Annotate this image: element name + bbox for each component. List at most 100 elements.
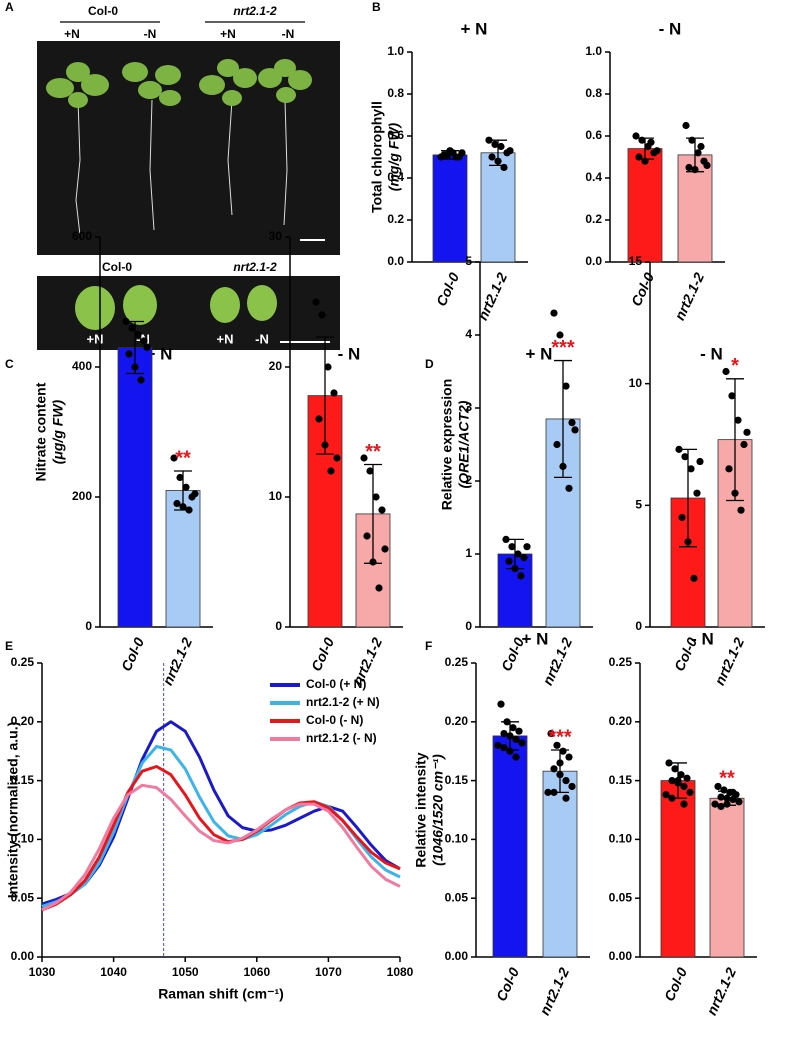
data-point <box>678 513 686 522</box>
data-point <box>191 490 199 498</box>
x-axis-label: Raman shift (cm⁻¹) <box>158 986 284 1002</box>
y-tick-label: 0.10 <box>11 832 35 846</box>
y-axis-label: (1046/1520 cm⁻¹) <box>430 754 446 866</box>
x-tick-label: Col-0 <box>118 635 147 674</box>
y-tick-label: 0.20 <box>445 714 469 728</box>
data-point <box>550 309 558 317</box>
data-point <box>506 147 514 155</box>
legend-label: nrt2.1-2 (+ N) <box>306 695 380 709</box>
y-tick-label: 20 <box>269 359 283 373</box>
data-point <box>517 572 525 580</box>
y-tick-label: 0.05 <box>11 890 35 904</box>
significance: *** <box>548 726 572 748</box>
data-point <box>333 454 341 462</box>
y-tick-label: 10 <box>629 376 643 390</box>
data-point <box>677 771 685 779</box>
y-tick-label: 0.4 <box>585 170 602 184</box>
data-point <box>523 543 531 551</box>
condition-label: +N <box>220 27 236 41</box>
data-point <box>360 454 368 462</box>
y-tick-label: 0.10 <box>445 832 469 846</box>
data-point <box>500 729 508 738</box>
chart-title: - N <box>659 19 682 38</box>
x-tick-label: 1060 <box>243 965 270 979</box>
genotype-label: Col-0 <box>88 4 118 18</box>
chart-title: - N <box>700 344 723 363</box>
y-tick-label: 5 <box>465 254 472 268</box>
error-bar <box>316 336 334 455</box>
chart-title: + N <box>461 19 488 38</box>
y-tick-label: 0.6 <box>387 128 404 142</box>
data-point <box>694 149 702 157</box>
data-point <box>728 392 736 400</box>
data-point <box>509 724 517 732</box>
x-tick-label: Col-0 <box>661 965 690 1004</box>
bar <box>660 780 696 958</box>
y-tick-label: 0 <box>465 619 472 633</box>
y-tick-label: 200 <box>72 489 92 503</box>
data-point <box>512 735 520 744</box>
panel-letter: C <box>5 357 14 371</box>
data-point <box>737 506 745 514</box>
chart-title: - N <box>691 629 714 648</box>
error-bar <box>506 538 524 570</box>
legend-label: Col-0 (+ N) <box>306 677 366 691</box>
condition-label: -N <box>282 27 295 41</box>
y-tick-label: 0.15 <box>11 773 35 787</box>
condition-label: +N <box>87 331 104 346</box>
data-point <box>717 793 725 801</box>
data-point <box>515 727 523 735</box>
data-point <box>571 426 579 434</box>
error-bar <box>726 378 744 502</box>
data-point <box>680 782 688 791</box>
data-point <box>697 142 705 151</box>
y-tick-label: 0 <box>85 619 92 633</box>
error-bar <box>669 762 687 799</box>
y-tick-label: 30 <box>269 229 283 243</box>
y-tick-label: 1 <box>465 546 472 560</box>
rosettes <box>46 59 312 108</box>
panel-letter: D <box>425 357 434 371</box>
data-point <box>683 774 691 782</box>
chart-title: - N <box>338 344 361 363</box>
data-point <box>729 795 737 804</box>
data-point <box>520 554 528 562</box>
x-tick-label: Col-0 <box>433 270 462 309</box>
x-tick-label: nrt2.1-2 <box>703 965 739 1018</box>
data-point <box>668 777 676 785</box>
x-tick-label: Col-0 <box>493 965 522 1004</box>
data-point <box>547 729 555 738</box>
x-tick-label: 1030 <box>29 965 56 979</box>
y-tick-label: 1.0 <box>387 44 404 58</box>
data-point <box>653 147 661 155</box>
data-point <box>556 331 564 339</box>
bar <box>480 152 516 263</box>
legend-label: nrt2.1-2 (- N) <box>306 731 377 745</box>
error-bar <box>174 470 192 511</box>
data-point <box>137 376 145 384</box>
y-tick-label: 0.8 <box>585 86 602 100</box>
data-point <box>440 151 448 159</box>
y-tick-label: 0.00 <box>11 949 35 963</box>
data-point <box>315 415 323 423</box>
y-axis-label: (mg/g FW) <box>386 122 402 191</box>
condition-label: +N <box>217 331 234 346</box>
data-point <box>687 465 695 473</box>
y-tick-label: 0.20 <box>609 714 633 728</box>
y-tick-label: 0.15 <box>609 773 633 787</box>
data-point <box>312 298 320 306</box>
y-tick-label: 0.00 <box>609 949 633 963</box>
data-point <box>729 788 737 796</box>
data-point <box>497 700 505 708</box>
y-tick-label: 0.10 <box>609 832 633 846</box>
condition-label: -N <box>255 331 269 346</box>
data-point <box>562 777 570 785</box>
data-point <box>381 545 389 553</box>
data-point <box>711 800 719 808</box>
data-point <box>173 499 181 508</box>
y-tick-label: 0.20 <box>11 714 35 728</box>
data-point <box>505 557 513 565</box>
panel-letter: F <box>425 639 432 653</box>
y-axis-label: Total chlorophyll <box>369 101 385 213</box>
y-axis-label: (μg/g FW) <box>50 399 66 464</box>
